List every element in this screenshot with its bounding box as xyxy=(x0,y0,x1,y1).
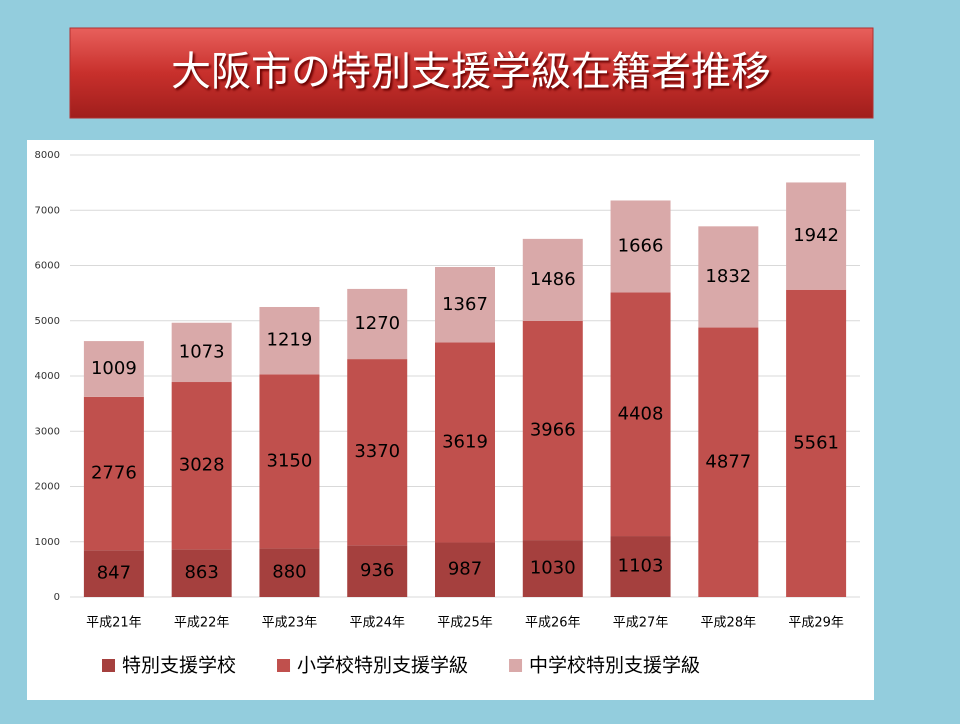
x-tick-label: 平成22年 xyxy=(174,616,230,631)
bar-segment xyxy=(259,306,320,375)
bar-segment xyxy=(83,341,144,397)
data-label: 4877 xyxy=(705,451,751,472)
x-tick-label: 平成28年 xyxy=(701,616,757,631)
y-tick-label: 6000 xyxy=(35,261,60,272)
data-label: 2776 xyxy=(91,463,137,484)
bar-segment xyxy=(610,200,671,293)
data-label: 863 xyxy=(184,562,218,583)
bar-segment xyxy=(171,382,232,550)
data-label: 3370 xyxy=(354,441,400,462)
data-label: 847 xyxy=(97,563,131,584)
legend-label: 小学校特別支援学級 xyxy=(297,655,468,677)
data-label: 5561 xyxy=(793,432,839,453)
title-box xyxy=(69,27,874,119)
legend-swatch xyxy=(102,659,115,672)
data-label: 880 xyxy=(272,562,306,583)
bar-segment xyxy=(786,182,847,290)
x-tick-label: 平成25年 xyxy=(437,616,493,631)
x-tick-label: 平成27年 xyxy=(613,616,669,631)
data-label: 3966 xyxy=(530,420,576,441)
data-label: 4408 xyxy=(618,403,664,424)
bar-segment xyxy=(83,550,144,597)
legend-swatch xyxy=(509,659,523,672)
data-label: 3028 xyxy=(179,455,225,476)
data-label: 1666 xyxy=(618,235,664,256)
data-label: 3619 xyxy=(442,431,488,452)
bar-segment xyxy=(171,549,232,597)
y-tick-label: 0 xyxy=(54,592,60,603)
data-label: 1219 xyxy=(267,330,313,351)
y-tick-label: 2000 xyxy=(35,482,60,493)
data-label: 1073 xyxy=(179,341,225,362)
data-label: 1367 xyxy=(442,294,488,315)
bar-segment xyxy=(610,536,671,597)
data-label: 1030 xyxy=(530,558,576,579)
bar-segment xyxy=(698,327,759,597)
x-tick-label: 平成21年 xyxy=(86,616,142,631)
data-label: 1270 xyxy=(354,313,400,334)
y-tick-label: 8000 xyxy=(35,150,60,161)
x-tick-label: 平成26年 xyxy=(525,616,581,631)
bar-segment xyxy=(171,322,232,383)
y-tick-label: 1000 xyxy=(35,537,60,548)
bar-segment xyxy=(435,266,495,343)
bar-segment xyxy=(786,289,847,597)
legend-swatch xyxy=(277,659,291,672)
y-tick-label: 4000 xyxy=(35,371,60,382)
data-label: 3150 xyxy=(267,450,313,471)
bar-segment xyxy=(347,359,408,546)
legend-label: 特別支援学校 xyxy=(122,655,236,677)
bar-segment xyxy=(435,342,495,543)
bar-segment xyxy=(347,288,408,360)
data-label: 936 xyxy=(360,560,394,581)
bar-segment xyxy=(83,396,144,551)
x-tick-label: 平成24年 xyxy=(349,616,405,631)
legend-label: 中学校特別支援学級 xyxy=(529,655,700,677)
y-tick-label: 3000 xyxy=(35,426,60,437)
data-label: 1486 xyxy=(530,269,576,290)
x-tick-label: 平成23年 xyxy=(262,616,318,631)
bar-segment xyxy=(259,548,320,597)
bar-segment xyxy=(435,542,495,597)
data-label: 987 xyxy=(448,559,482,580)
bar-segment xyxy=(522,238,583,321)
bar-segment xyxy=(522,320,583,541)
data-label: 1009 xyxy=(91,358,137,379)
data-label: 1103 xyxy=(618,556,664,577)
x-tick-label: 平成29年 xyxy=(788,616,844,631)
y-tick-label: 7000 xyxy=(35,205,60,216)
bar-segment xyxy=(698,226,759,328)
bar-segment xyxy=(259,374,320,549)
chart-title: 大阪市の特別支援学級在籍者推移 xyxy=(171,49,771,95)
bar-segment xyxy=(522,540,583,597)
y-tick-label: 5000 xyxy=(35,316,60,327)
data-label: 1942 xyxy=(793,225,839,246)
data-label: 1832 xyxy=(705,266,751,287)
bar-segment xyxy=(347,545,408,597)
bar-segment xyxy=(610,292,671,537)
